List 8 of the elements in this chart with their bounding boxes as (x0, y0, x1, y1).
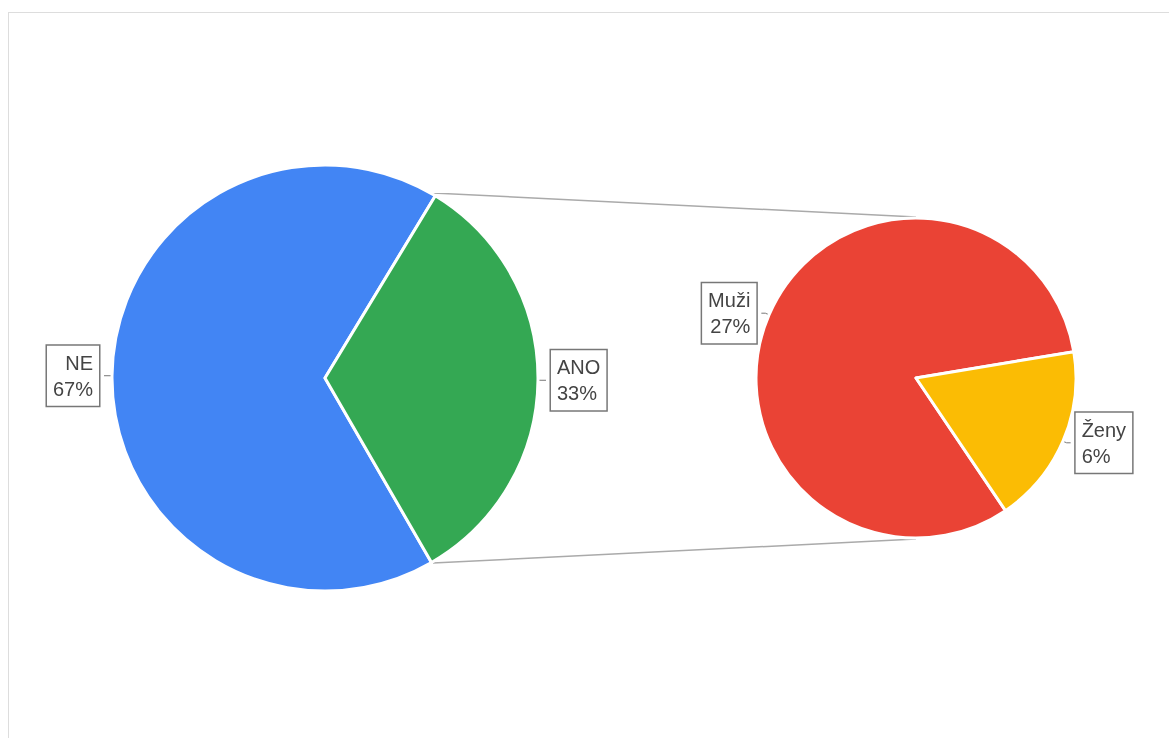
data-label: 27% (710, 315, 751, 338)
slice-label: Muži (708, 289, 751, 312)
data-label: 67% (52, 377, 94, 400)
slice-label: ANO (556, 356, 601, 379)
data-label: 6% (1081, 444, 1111, 467)
data-label: 33% (556, 382, 598, 405)
slice-label: NE (65, 351, 94, 374)
slice-label: Ženy (1081, 418, 1127, 441)
